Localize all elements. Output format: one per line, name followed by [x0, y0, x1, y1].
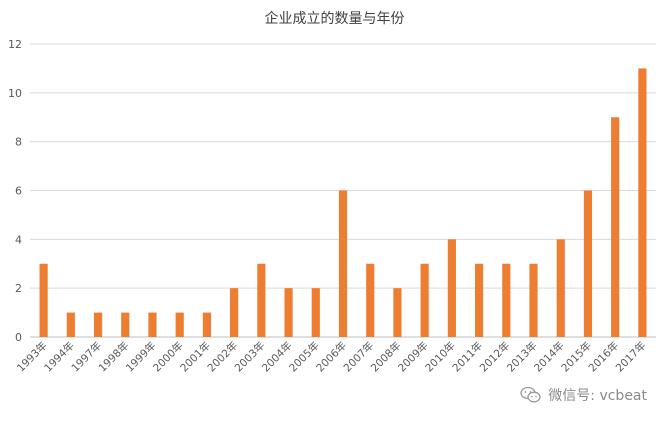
- bar: [148, 312, 157, 337]
- bar: [284, 288, 293, 337]
- bar: [93, 312, 103, 337]
- bar: [121, 312, 130, 337]
- bar: [475, 263, 484, 337]
- y-tick-label: 8: [15, 136, 22, 149]
- bar: [638, 68, 647, 338]
- y-tick-label: 12: [8, 38, 22, 51]
- bar: [393, 288, 402, 337]
- bar: [230, 288, 239, 337]
- y-tick-label: 0: [15, 331, 22, 344]
- y-tick-label: 10: [8, 87, 22, 100]
- watermark: 微信号: vcbeat: [520, 385, 647, 405]
- y-tick-label: 4: [15, 233, 22, 246]
- bar: [529, 263, 538, 337]
- chart-title: 企业成立的数量与年份: [264, 11, 405, 27]
- bar: [420, 263, 429, 337]
- bar: [39, 263, 48, 337]
- bar: [311, 288, 320, 337]
- bar: [583, 190, 593, 337]
- y-tick-label: 2: [15, 282, 22, 295]
- bar: [202, 312, 211, 337]
- bar: [611, 117, 620, 337]
- bar: [175, 312, 184, 337]
- bar: [502, 263, 511, 337]
- watermark-text: 微信号: vcbeat: [548, 388, 647, 404]
- bar: [447, 239, 456, 337]
- bar: [366, 263, 375, 337]
- bar: [66, 312, 75, 337]
- bar: [257, 263, 266, 337]
- wechat-icon: [520, 386, 541, 403]
- bar: [338, 190, 348, 337]
- y-tick-label: 6: [15, 185, 22, 198]
- x-tick-label: 2017年: [613, 339, 649, 375]
- bar: [556, 239, 565, 337]
